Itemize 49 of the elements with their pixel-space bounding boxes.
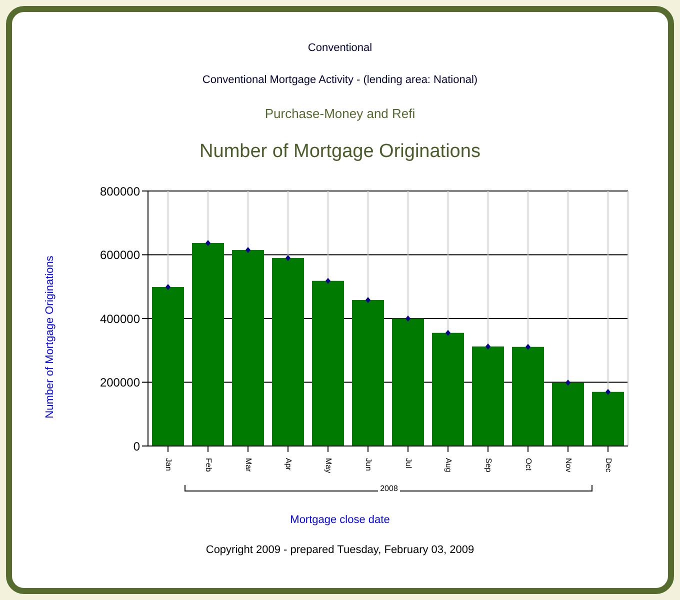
bar bbox=[352, 300, 384, 446]
point bbox=[166, 284, 170, 290]
bar bbox=[272, 258, 304, 446]
point bbox=[566, 380, 570, 386]
text: Conventional Mortgage Activity - (lending area: National) bbox=[202, 74, 478, 86]
point bbox=[366, 297, 370, 304]
x-tick-label: Aug bbox=[444, 458, 453, 472]
bar bbox=[512, 346, 544, 446]
bar bbox=[592, 392, 624, 446]
chart-subtitle: Purchase-Money and Refi bbox=[264, 106, 416, 121]
bar bbox=[192, 242, 224, 446]
point bbox=[206, 240, 210, 246]
y-tick-label: 200000 bbox=[100, 376, 140, 390]
point bbox=[446, 330, 450, 336]
x-tick-label: Nov bbox=[564, 458, 573, 472]
point bbox=[606, 388, 610, 395]
x-tick-label: May bbox=[324, 458, 333, 474]
x-tick-label: Jan bbox=[164, 458, 173, 471]
point bbox=[526, 344, 530, 350]
x-tick-label: Mar bbox=[244, 458, 253, 472]
x-tick-label: Oct bbox=[524, 458, 533, 472]
x-tick-label: Jun bbox=[364, 458, 373, 471]
x-tick-label: Feb bbox=[204, 458, 213, 472]
point bbox=[486, 344, 490, 350]
bar bbox=[432, 332, 464, 446]
y-tick-label: 400000 bbox=[100, 312, 140, 326]
bar bbox=[552, 382, 584, 446]
y-tick-label: 600000 bbox=[100, 248, 140, 262]
x-tick-label: Apr bbox=[284, 458, 293, 471]
x-axis-title: Mortgage close date bbox=[290, 514, 390, 526]
text: 2008 bbox=[380, 484, 398, 493]
text: Conventional bbox=[308, 42, 372, 54]
point bbox=[406, 316, 410, 322]
bar bbox=[312, 280, 344, 446]
bar bbox=[392, 318, 424, 446]
text: Copyright 2009 - prepared Tuesday, February 03, 2009 bbox=[206, 544, 474, 556]
x-tick-label: Jul bbox=[404, 458, 413, 468]
point bbox=[286, 254, 290, 261]
point bbox=[246, 246, 250, 253]
point bbox=[326, 278, 330, 284]
bar bbox=[232, 250, 264, 446]
chart-title: Number of Mortgage Originations bbox=[200, 141, 480, 162]
x-tick-label: Sep bbox=[484, 458, 493, 473]
y-tick-label: 0 bbox=[133, 439, 140, 454]
y-axis-title: Number of Mortgage Originations bbox=[44, 256, 56, 418]
bar bbox=[472, 346, 504, 446]
x-tick-label: Dec bbox=[604, 458, 613, 472]
y-tick-label: 800000 bbox=[100, 184, 140, 198]
bar bbox=[152, 286, 184, 446]
